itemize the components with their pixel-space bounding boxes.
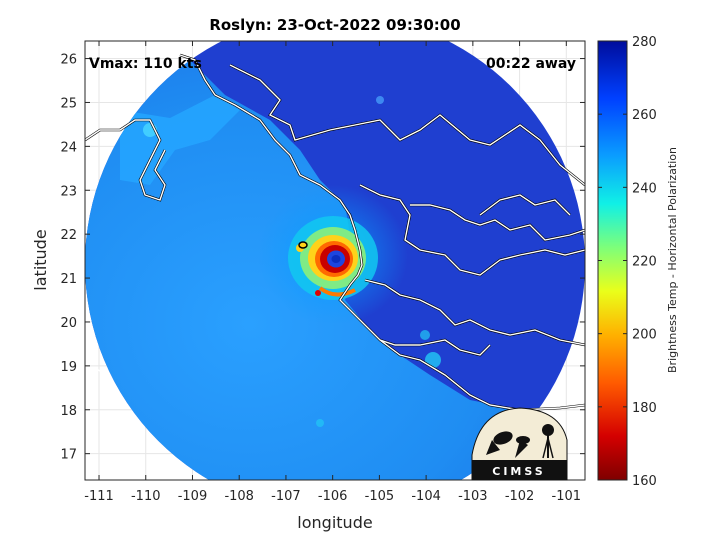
axes-frame xyxy=(84,40,586,481)
colorbar-label: Brightness Temp - Horizontal Polarizatio… xyxy=(666,147,679,373)
y-tick-label: 22 xyxy=(60,228,77,243)
storm-eye-core xyxy=(331,255,341,263)
logo-banner xyxy=(472,460,567,480)
rainband-south xyxy=(318,286,356,297)
cimss-logo: CIMSS xyxy=(471,407,568,481)
y-tick-labels: 26 25 24 23 22 21 20 19 18 17 xyxy=(60,53,77,463)
rainband-cell xyxy=(315,290,321,296)
y-tick-label: 17 xyxy=(60,448,77,463)
logo-text: CIMSS xyxy=(492,465,545,478)
convection-spot xyxy=(420,330,430,340)
colorbar-tick-label: 260 xyxy=(632,108,657,123)
convection-spot xyxy=(316,419,324,427)
y-axis-label: latitude xyxy=(31,229,50,290)
chart-title: Roslyn: 23-Oct-2022 09:30:00 xyxy=(209,16,460,34)
colorbar-tick-label: 160 xyxy=(632,474,657,489)
colorbar-ramp xyxy=(597,40,628,481)
x-tick-label: -104 xyxy=(411,489,441,504)
x-tick-label: -110 xyxy=(131,489,161,504)
colorbar-tick-label: 240 xyxy=(632,181,657,196)
x-tick-label: -108 xyxy=(224,489,254,504)
colorbar-tick-label: 280 xyxy=(632,35,657,50)
x-tick-label: -102 xyxy=(505,489,535,504)
vmax-label: Vmax: 110 kts xyxy=(89,56,202,72)
colorbar-tick-label: 220 xyxy=(632,255,657,270)
colorbar-tick-label: 180 xyxy=(632,401,657,416)
time-away-label: 00:22 away xyxy=(486,56,576,72)
y-tick-label: 23 xyxy=(60,184,77,199)
x-tick-label: -111 xyxy=(84,489,114,504)
x-tick-label: -103 xyxy=(458,489,488,504)
x-axis-label: longitude xyxy=(297,513,372,532)
y-tick-label: 19 xyxy=(60,360,77,375)
y-tick-label: 20 xyxy=(60,316,77,331)
y-tick-label: 24 xyxy=(60,140,77,155)
x-tick-label: -101 xyxy=(552,489,582,504)
x-tick-label: -109 xyxy=(178,489,208,504)
x-tick-label: -107 xyxy=(271,489,301,504)
y-tick-label: 26 xyxy=(60,53,77,68)
y-tick-label: 25 xyxy=(60,96,77,111)
colorbar-ticks: 280 260 240 220 200 180 160 xyxy=(598,35,657,489)
boundaries xyxy=(85,53,585,412)
x-tick-label: -105 xyxy=(365,489,395,504)
convection-spot xyxy=(376,96,384,104)
y-tick-label: 18 xyxy=(60,404,77,419)
colorbar: 280 260 240 220 200 180 160 Brightness Temp - … xyxy=(597,35,679,489)
y-tick-label: 21 xyxy=(60,272,77,287)
x-tick-labels: -111 -110 -109 -108 -107 -106 -105 -104 -103 -102… xyxy=(84,489,581,504)
x-tick-label: -106 xyxy=(318,489,348,504)
colorbar-tick-label: 200 xyxy=(632,328,657,343)
